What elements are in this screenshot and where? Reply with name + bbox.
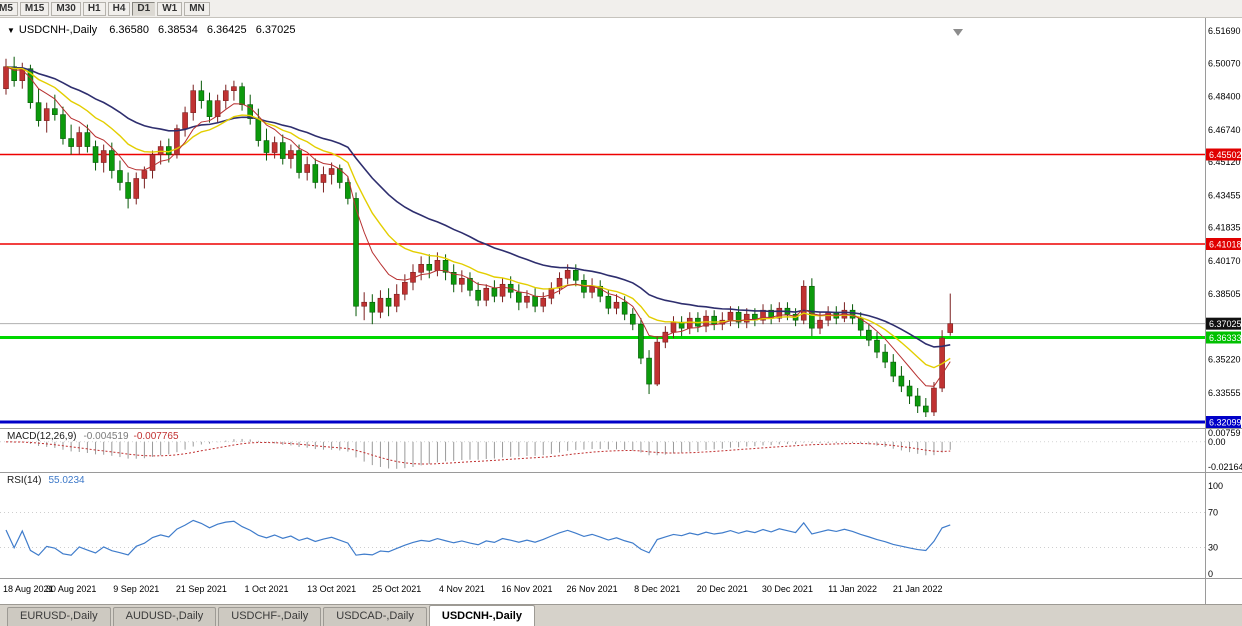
rsi-indicator-label: RSI(14) 55.0234 xyxy=(7,475,85,486)
svg-text:-0.02164: -0.02164 xyxy=(1208,462,1242,472)
svg-text:30 Aug 2021: 30 Aug 2021 xyxy=(46,584,97,594)
timeframe-m15-button[interactable]: M15 xyxy=(19,1,50,16)
svg-text:6.38505: 6.38505 xyxy=(1208,289,1241,299)
svg-text:6.50070: 6.50070 xyxy=(1208,58,1241,68)
svg-text:6.48400: 6.48400 xyxy=(1208,92,1241,102)
svg-text:6.46740: 6.46740 xyxy=(1208,125,1241,135)
ohlc-close-value: 6.37025 xyxy=(255,24,296,36)
svg-text:9 Sep 2021: 9 Sep 2021 xyxy=(113,584,159,594)
macd-main-value: -0.004519 xyxy=(83,431,129,442)
svg-text:6.51690: 6.51690 xyxy=(1208,26,1241,36)
macd-name: MACD(12,26,9) xyxy=(7,431,77,442)
chart-tabs-bar: EURUSD-,Daily AUDUSD-,Daily USDCHF-,Dail… xyxy=(0,604,1242,626)
macd-indicator-label: MACD(12,26,9) -0.004519 -0.007765 xyxy=(7,431,179,442)
svg-text:70: 70 xyxy=(1208,507,1218,517)
svg-text:6.41018: 6.41018 xyxy=(1209,239,1242,249)
svg-text:6.36333: 6.36333 xyxy=(1209,333,1242,343)
ohlc-high-value: 6.38534 xyxy=(158,24,198,36)
macd-pane xyxy=(0,438,1205,469)
timeframe-d1-button[interactable]: D1 xyxy=(132,1,156,16)
tab-audusd-daily[interactable]: AUDUSD-,Daily xyxy=(112,607,217,626)
ohlc-open-value: 6.36580 xyxy=(109,24,149,36)
timeframe-toolbar: M5 M15 M30 H1 H4 D1 W1 MN xyxy=(0,0,1242,18)
svg-text:21 Jan 2022: 21 Jan 2022 xyxy=(893,584,943,594)
rsi-name: RSI(14) xyxy=(7,475,42,486)
svg-text:6.35220: 6.35220 xyxy=(1208,355,1241,365)
svg-text:30 Dec 2021: 30 Dec 2021 xyxy=(762,584,813,594)
svg-text:26 Nov 2021: 26 Nov 2021 xyxy=(567,584,618,594)
collapse-chart-icon[interactable]: ▼ xyxy=(7,26,15,35)
svg-text:6.41835: 6.41835 xyxy=(1208,223,1241,233)
svg-text:8 Dec 2021: 8 Dec 2021 xyxy=(634,584,680,594)
svg-text:1 Oct 2021: 1 Oct 2021 xyxy=(244,584,288,594)
chart-shift-marker-icon xyxy=(953,29,963,36)
svg-text:16 Nov 2021: 16 Nov 2021 xyxy=(501,584,552,594)
horizontal-level-lines xyxy=(0,153,1205,424)
svg-text:18 Aug 2021: 18 Aug 2021 xyxy=(3,584,54,594)
svg-text:6.45502: 6.45502 xyxy=(1209,150,1242,160)
timeframe-m5-button[interactable]: M5 xyxy=(0,1,18,16)
svg-text:0.00: 0.00 xyxy=(1208,437,1226,447)
svg-text:0.00759: 0.00759 xyxy=(1208,428,1241,438)
svg-text:6.33555: 6.33555 xyxy=(1208,388,1241,398)
tab-usdchf-daily[interactable]: USDCHF-,Daily xyxy=(218,607,322,626)
tab-usdcad-daily[interactable]: USDCAD-,Daily xyxy=(323,607,427,626)
rsi-value: 55.0234 xyxy=(48,475,85,486)
price-tags: 6.45502 6.41018 6.36333 6.32099 6.37025 xyxy=(1206,148,1242,428)
svg-text:6.43455: 6.43455 xyxy=(1208,190,1241,200)
candlestick-series xyxy=(3,56,954,417)
timeframe-h1-button[interactable]: H1 xyxy=(82,1,106,16)
timeframe-h4-button[interactable]: H4 xyxy=(107,1,131,16)
rsi-pane xyxy=(0,512,1205,557)
svg-text:30: 30 xyxy=(1208,543,1218,553)
svg-text:6.45120: 6.45120 xyxy=(1208,157,1241,167)
moving-average-lines xyxy=(5,65,951,387)
svg-text:20 Dec 2021: 20 Dec 2021 xyxy=(697,584,748,594)
svg-text:6.40170: 6.40170 xyxy=(1208,256,1241,266)
svg-text:6.32099: 6.32099 xyxy=(1209,418,1242,428)
pane-separators xyxy=(0,18,1242,604)
timeframe-m30-button[interactable]: M30 xyxy=(51,1,81,16)
svg-text:21 Sep 2021: 21 Sep 2021 xyxy=(176,584,227,594)
price-axis-labels: 6.51690 6.50070 6.48400 6.46740 6.45120 6.434… xyxy=(1208,26,1242,579)
svg-text:4 Nov 2021: 4 Nov 2021 xyxy=(439,584,485,594)
svg-text:13 Oct 2021: 13 Oct 2021 xyxy=(307,584,356,594)
svg-text:0: 0 xyxy=(1208,569,1213,579)
chart-symbol-label: USDCNH-,Daily xyxy=(18,24,98,36)
tab-usdcnh-daily[interactable]: USDCNH-,Daily xyxy=(428,605,535,626)
timeframe-w1-button[interactable]: W1 xyxy=(157,1,183,16)
ohlc-low-value: 6.36425 xyxy=(206,24,247,36)
svg-text:11 Jan 2022: 11 Jan 2022 xyxy=(828,584,877,594)
chart-legend: ▼ USDCNH-,Daily 6.36580 6.38534 6.36425 6… xyxy=(7,24,301,36)
svg-text:6.37025: 6.37025 xyxy=(1209,319,1242,329)
svg-text:25 Oct 2021: 25 Oct 2021 xyxy=(372,584,421,594)
macd-signal-value: -0.007765 xyxy=(133,431,179,442)
timeframe-mn-button[interactable]: MN xyxy=(184,1,210,16)
svg-text:100: 100 xyxy=(1208,481,1223,491)
tab-eurusd-daily[interactable]: EURUSD-,Daily xyxy=(7,607,111,626)
